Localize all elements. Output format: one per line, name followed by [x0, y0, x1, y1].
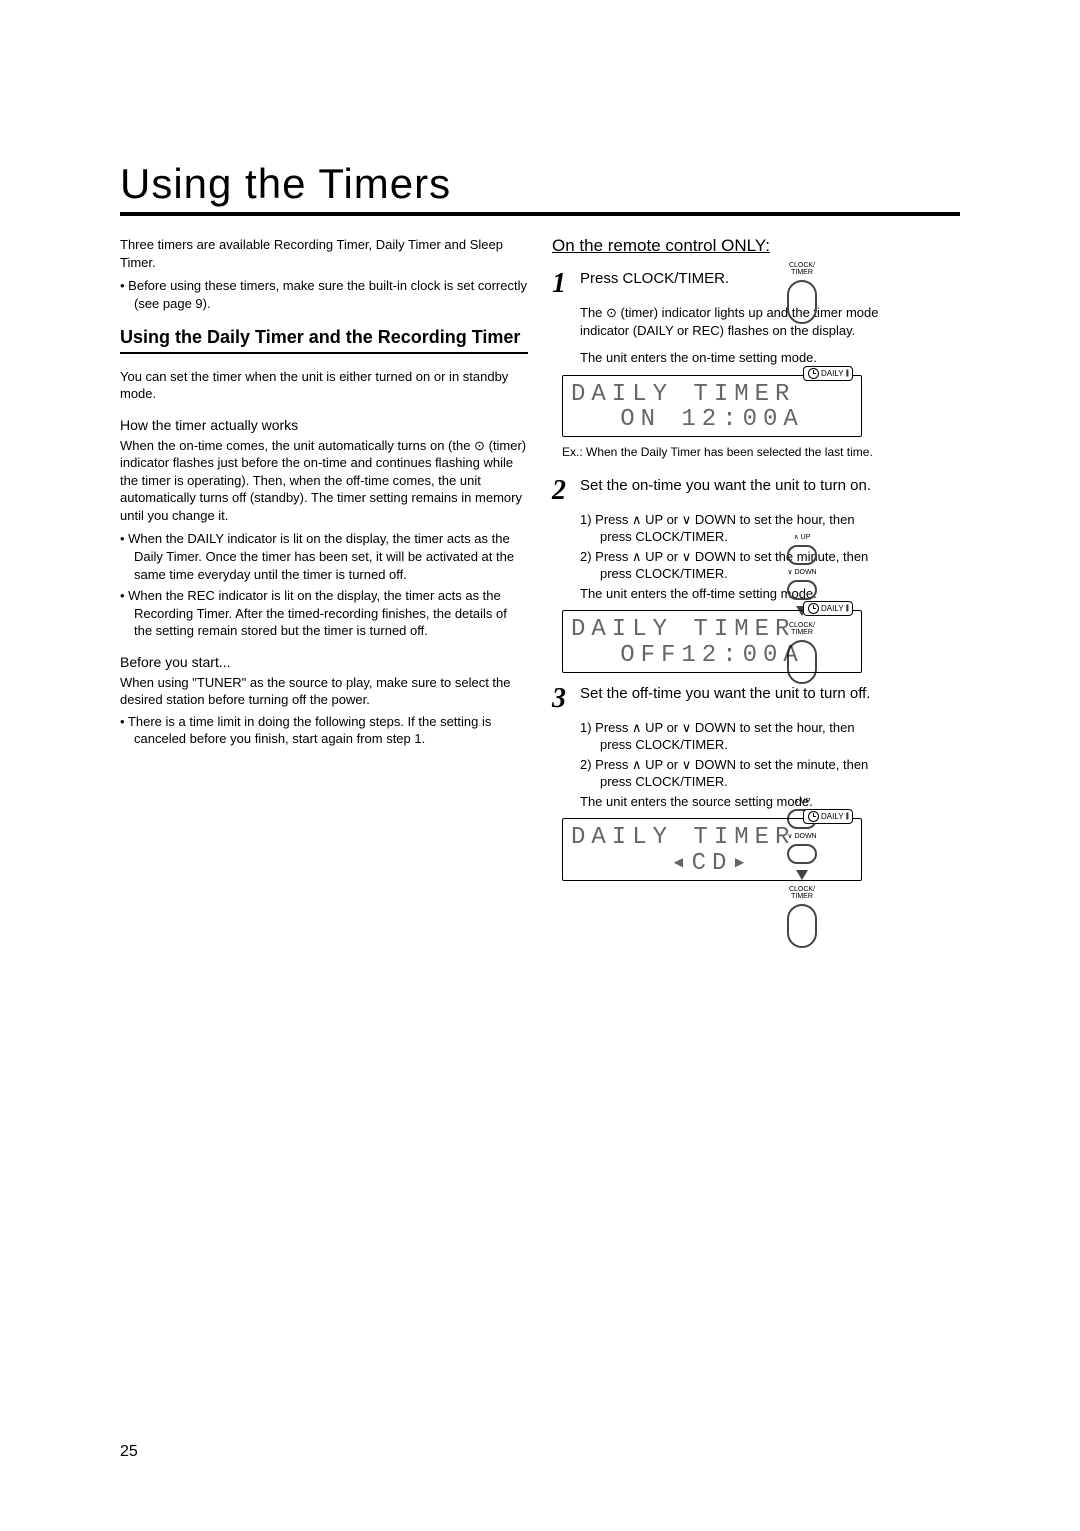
section-heading: Using the Daily Timer and the Recording … [120, 326, 528, 349]
step-1-row: 1 Press CLOCK/TIMER. [552, 270, 960, 298]
lcd-display-3: DAILY||| DAILY TIMER ◂CD▸ [562, 818, 862, 880]
clock-icon [808, 603, 819, 614]
lcd-daily-badge-3: DAILY||| [803, 809, 853, 824]
up-label-3: ∧ UP [794, 798, 811, 805]
how-body: When the on-time comes, the unit automat… [120, 437, 528, 525]
clock-icon [808, 811, 819, 822]
how-bullet-1: • When the DAILY indicator is lit on the… [120, 530, 528, 583]
lcd3-line1: DAILY TIMER [571, 825, 853, 850]
step-1-desc-1: The ⊙ (timer) indicator lights up and th… [580, 304, 888, 339]
button-icon-group-1: CLOCK/ TIMER [772, 262, 832, 324]
column-left: Three timers are available Recording Tim… [120, 236, 528, 889]
step-1-desc-2: The unit enters the on-time setting mode… [580, 349, 888, 367]
down-button-icon [787, 580, 817, 600]
step-number-3: 3 [552, 685, 570, 713]
step-2-head: Set the on-time you want the unit to tur… [580, 477, 888, 494]
clock-icon [808, 368, 819, 379]
before-heading: Before you start... [120, 654, 528, 670]
lcd-daily-badge-1: DAILY||| [803, 366, 853, 381]
clock-timer-button-icon-3 [787, 904, 817, 948]
title-rule [120, 212, 960, 216]
lcd3-line2: ◂CD▸ [571, 851, 853, 876]
lcd2-line2: OFF12:00A [571, 643, 853, 668]
clock-timer-button-icon [787, 280, 817, 324]
lcd1-line2: ON 12:00A [571, 407, 853, 432]
lcd-display-2: DAILY||| DAILY TIMER OFF12:00A [562, 610, 862, 672]
step-3-li1: 1) Press ∧ UP or ∨ DOWN to set the hour,… [580, 719, 888, 754]
intro-bullet: • Before using these timers, make sure t… [120, 277, 528, 312]
clock-timer-label: CLOCK/ TIMER [789, 262, 815, 276]
up-button-icon [787, 545, 817, 565]
step-2-li1: 1) Press ∧ UP or ∨ DOWN to set the hour,… [580, 511, 888, 546]
intro-text: Three timers are available Recording Tim… [120, 236, 528, 271]
step-3-tail: The unit enters the source setting mode. [580, 793, 888, 811]
step-3-head: Set the off-time you want the unit to tu… [580, 685, 888, 702]
remote-heading: On the remote control ONLY: [552, 236, 960, 256]
down-label-2: ∨ DOWN [787, 569, 816, 576]
step-2-tail: The unit enters the off-time setting mod… [580, 585, 888, 603]
section-intro: You can set the timer when the unit is e… [120, 368, 528, 403]
step-3-li2: 2) Press ∧ UP or ∨ DOWN to set the minut… [580, 756, 888, 791]
lcd1-line1: DAILY TIMER [571, 382, 853, 407]
lcd-display-1: DAILY||| DAILY TIMER ON 12:00A [562, 375, 862, 437]
step-1-head: Press CLOCK/TIMER. [580, 270, 888, 287]
step-2-row: 2 Set the on-time you want the unit to t… [552, 477, 960, 505]
page-title: Using the Timers [120, 160, 960, 208]
step-2-li2: 2) Press ∧ UP or ∨ DOWN to set the minut… [580, 548, 888, 583]
step-3-row: 3 Set the off-time you want the unit to … [552, 685, 960, 713]
lcd2-line1: DAILY TIMER [571, 617, 853, 642]
section-rule [120, 352, 528, 354]
how-heading: How the timer actually works [120, 417, 528, 433]
column-right: On the remote control ONLY: CLOCK/ TIMER… [552, 236, 960, 889]
clock-timer-label-3: CLOCK/ TIMER [789, 886, 815, 900]
lcd-daily-badge-2: DAILY||| [803, 601, 853, 616]
page-number: 25 [120, 1443, 138, 1461]
step-number-2: 2 [552, 477, 570, 505]
up-label-2: ∧ UP [794, 534, 811, 541]
lcd1-note: Ex.: When the Daily Timer has been selec… [562, 445, 960, 461]
how-bullet-2: • When the REC indicator is lit on the d… [120, 587, 528, 640]
step-number-1: 1 [552, 270, 570, 298]
before-bullet: • There is a time limit in doing the fol… [120, 713, 528, 748]
before-body: When using "TUNER" as the source to play… [120, 674, 528, 709]
